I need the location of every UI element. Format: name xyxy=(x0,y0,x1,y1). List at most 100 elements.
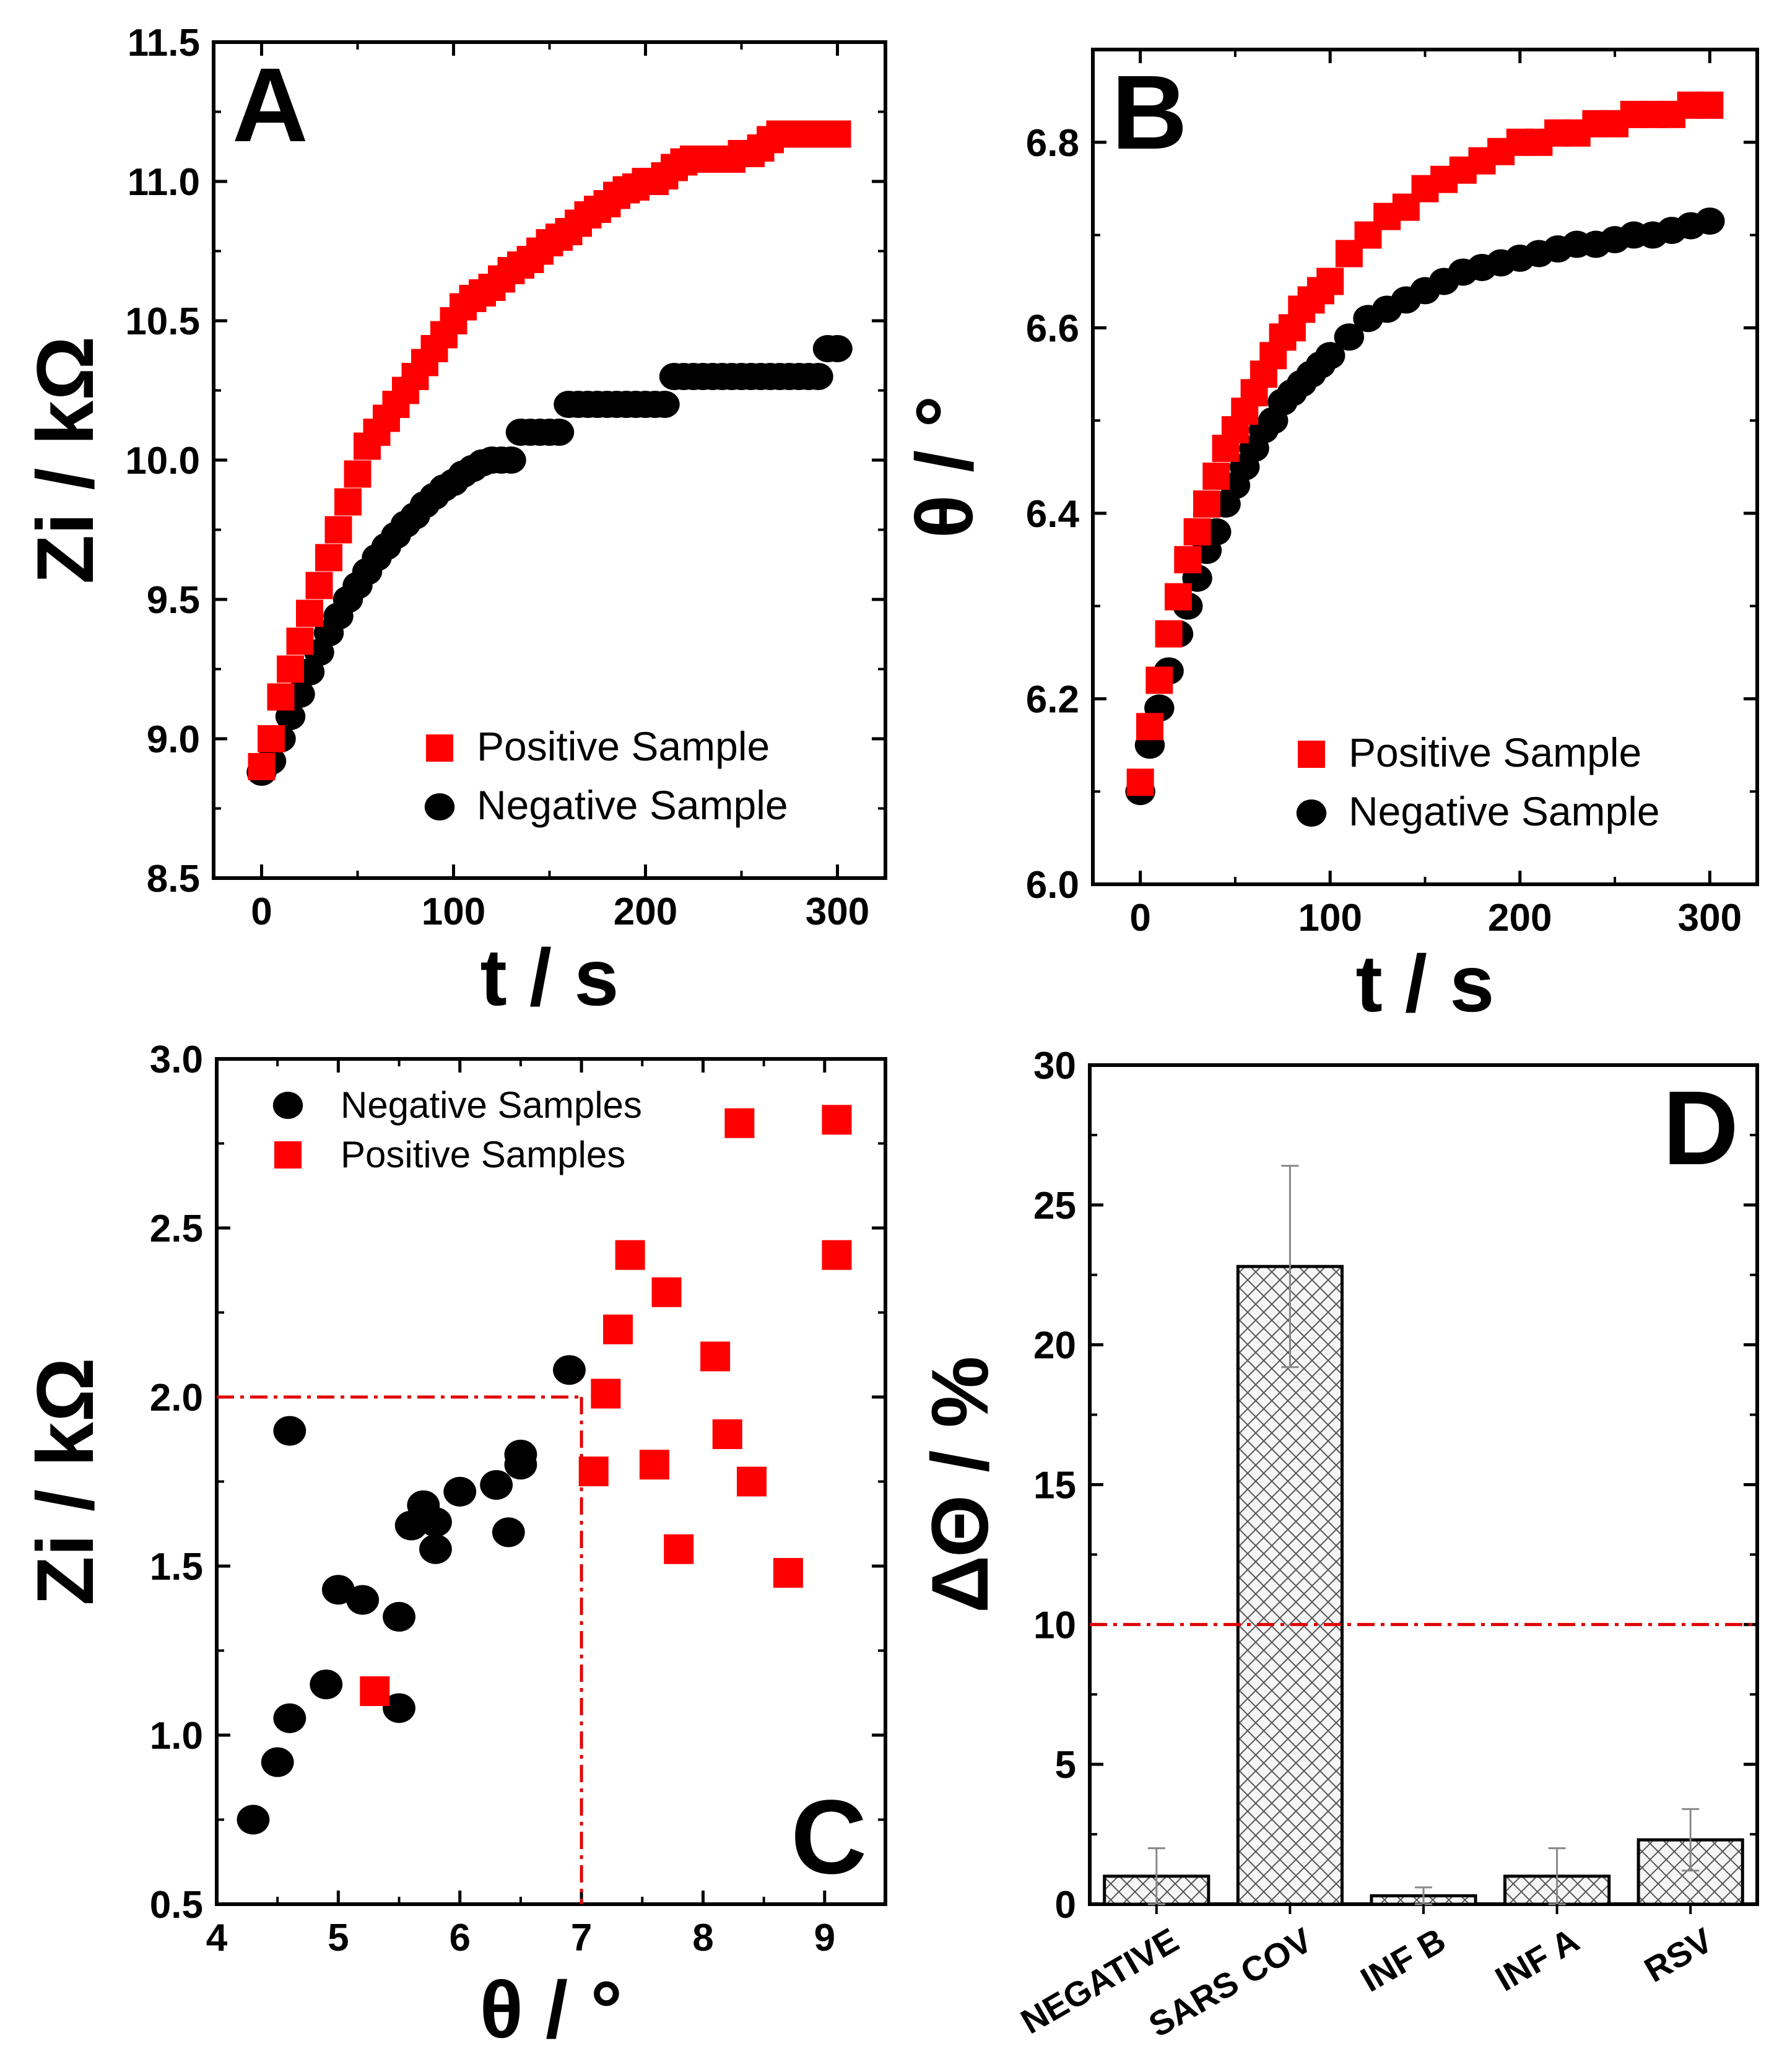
panel-a-negative-point xyxy=(803,363,833,390)
panel-c-legend-positive-label: Positive Samples xyxy=(341,1134,625,1175)
panel-b-xtick-label: 100 xyxy=(1298,897,1362,939)
panel-a-positive-point xyxy=(315,544,342,572)
panel-a-negative-point xyxy=(650,391,680,418)
panel-d-ytick-label: 15 xyxy=(1033,1465,1076,1507)
panel-c-negative-point xyxy=(321,1575,355,1605)
panel-b-negative-point xyxy=(1315,342,1345,370)
panel-d-ytick-label: 0 xyxy=(1055,1884,1076,1926)
panel-a-ytick-label: 9.5 xyxy=(147,579,200,622)
panel-a-legend-negative-label: Negative Sample xyxy=(477,782,788,828)
panel-b-xtick-label: 200 xyxy=(1488,897,1552,939)
panel-b-positive-point xyxy=(1174,546,1202,573)
panel-c-xtick-label: 5 xyxy=(328,1917,349,1959)
panel-b-xtick-label: 0 xyxy=(1129,897,1150,939)
panel-c-positive-point xyxy=(603,1314,633,1344)
panel-c-negative-point xyxy=(504,1439,537,1469)
panel-a-xtick-label: 100 xyxy=(422,890,485,933)
panel-b-positive-point xyxy=(1183,518,1211,546)
panel-a-legend-negative-marker xyxy=(424,793,455,821)
panel-c-positive-point xyxy=(615,1240,645,1270)
panel-a-ylabel: Zi / kΩ xyxy=(20,336,110,584)
panel-d-ytick-label: 5 xyxy=(1055,1744,1076,1787)
panel-c-chart: 0.5 1.0 1.5 2.0 2.5 3.0 4 5 6 7 8 9 θ / ° Zi / kΩ C Neg… xyxy=(20,1038,887,2055)
panel-c-positive-point xyxy=(700,1341,731,1372)
panel-a-negative-point xyxy=(496,446,526,474)
panel-b-legend-negative-label: Negative Sample xyxy=(1349,788,1660,834)
panel-b-xlabel: t / s xyxy=(1356,938,1495,1029)
panel-a-positive-point xyxy=(296,599,323,627)
panel-c-xtick-label: 6 xyxy=(449,1917,470,1959)
panel-b-positive-point xyxy=(1202,462,1230,490)
panel-b-legend-positive-marker xyxy=(1298,741,1325,768)
panel-c-negative-point xyxy=(273,1416,306,1446)
panel-b-positive-point xyxy=(1155,620,1183,648)
panel-c-negative-point xyxy=(261,1747,294,1777)
panel-a-positive-point xyxy=(824,120,851,148)
panel-b-positive-point xyxy=(1164,583,1192,611)
panel-d-category-label: INF A xyxy=(1489,1920,1585,1999)
panel-b-ytick-label: 6.2 xyxy=(1026,678,1079,721)
panel-c-positive-point xyxy=(578,1456,609,1487)
panel-d-ylabel: ΔΘ / % xyxy=(915,1356,1005,1613)
panel-c-xtick-label: 7 xyxy=(571,1917,592,1959)
panel-a-ytick-label: 10.5 xyxy=(125,300,200,343)
panel-b-ytick-label: 6.0 xyxy=(1026,864,1079,907)
panel-a-ytick-label: 11.5 xyxy=(128,22,200,64)
panel-c-positive-point xyxy=(712,1419,742,1450)
panel-a-positive-point xyxy=(344,460,372,488)
panel-b-legend-positive-label: Positive Sample xyxy=(1349,729,1641,775)
panel-c-ytick-label: 1.5 xyxy=(150,1546,203,1588)
panel-c-ytick-label: 0.5 xyxy=(150,1884,203,1926)
panel-b-negative-point xyxy=(1334,323,1365,351)
panel-c-positive-point xyxy=(651,1277,682,1307)
panel-a-legend-positive-label: Positive Sample xyxy=(477,723,770,769)
panel-b-legend-negative-marker xyxy=(1296,799,1327,827)
panel-a-xtick-label: 0 xyxy=(251,890,272,933)
panel-b-chart: 6.0 6.2 6.4 6.6 6.8 0 100 200 300 t / s θ / ° B Posi… xyxy=(899,48,1759,1029)
panel-a-positive-point xyxy=(267,683,295,711)
panel-c-legend-negative-marker xyxy=(272,1092,303,1119)
panel-b-positive-point xyxy=(1136,713,1163,741)
panel-d-letter: D xyxy=(1662,1069,1739,1187)
panel-c-ylabel: Zi / kΩ xyxy=(20,1357,110,1605)
panel-b-xtick-label: 300 xyxy=(1678,897,1742,939)
panel-a-xtick-label: 200 xyxy=(614,890,677,933)
panel-b-positive-point xyxy=(1193,490,1220,518)
panel-c-positive-point xyxy=(360,1676,390,1707)
panel-c-legend-positive-marker xyxy=(274,1141,302,1169)
panel-a-positive-point xyxy=(334,488,362,516)
panel-b-letter: B xyxy=(1111,54,1188,172)
panel-c-xtick-label: 8 xyxy=(692,1917,713,1959)
panel-c-positive-point xyxy=(737,1466,767,1497)
panel-a-negative-point xyxy=(822,335,853,362)
panel-d-plot-frame xyxy=(1088,1063,1759,1906)
panel-a-xtick-label: 300 xyxy=(806,890,869,933)
panel-c-negative-point xyxy=(346,1585,380,1615)
panel-c-ytick-label: 3.0 xyxy=(150,1038,203,1081)
panel-c-xlabel: θ / ° xyxy=(480,1964,623,2055)
panel-c-ytick-label: 1.0 xyxy=(150,1715,203,1757)
panel-a-positive-point xyxy=(286,627,314,655)
panel-c-letter: C xyxy=(791,1778,867,1896)
panel-b-positive-point xyxy=(1316,268,1344,295)
panel-b-ytick-label: 6.4 xyxy=(1026,493,1080,536)
panel-c-plot-frame xyxy=(215,1057,887,1906)
panel-c-positive-point xyxy=(664,1534,694,1564)
panel-c-negative-point xyxy=(419,1534,452,1564)
panel-c-negative-point xyxy=(383,1601,415,1632)
panel-b-ylabel: θ / ° xyxy=(899,396,989,539)
panel-a-negative-point xyxy=(544,419,575,446)
panel-c-xtick-label: 4 xyxy=(206,1917,228,1959)
panel-a-positive-point xyxy=(248,753,276,780)
panel-a-xlabel: t / s xyxy=(480,932,619,1022)
panel-d-ytick-label: 20 xyxy=(1033,1325,1076,1367)
panel-b-negative-point xyxy=(1695,207,1725,235)
panel-c-positive-point xyxy=(724,1108,755,1138)
panel-a-ytick-label: 9.0 xyxy=(147,718,200,761)
panel-c-xtick-label: 9 xyxy=(814,1917,835,1959)
panel-a-positive-point xyxy=(324,516,352,544)
panel-b-ytick-label: 6.8 xyxy=(1026,122,1079,165)
panel-d-category-label: RSV xyxy=(1638,1920,1719,1990)
panel-d-ytick-label: 10 xyxy=(1033,1604,1076,1647)
panel-a-ytick-label: 11.0 xyxy=(128,161,200,204)
